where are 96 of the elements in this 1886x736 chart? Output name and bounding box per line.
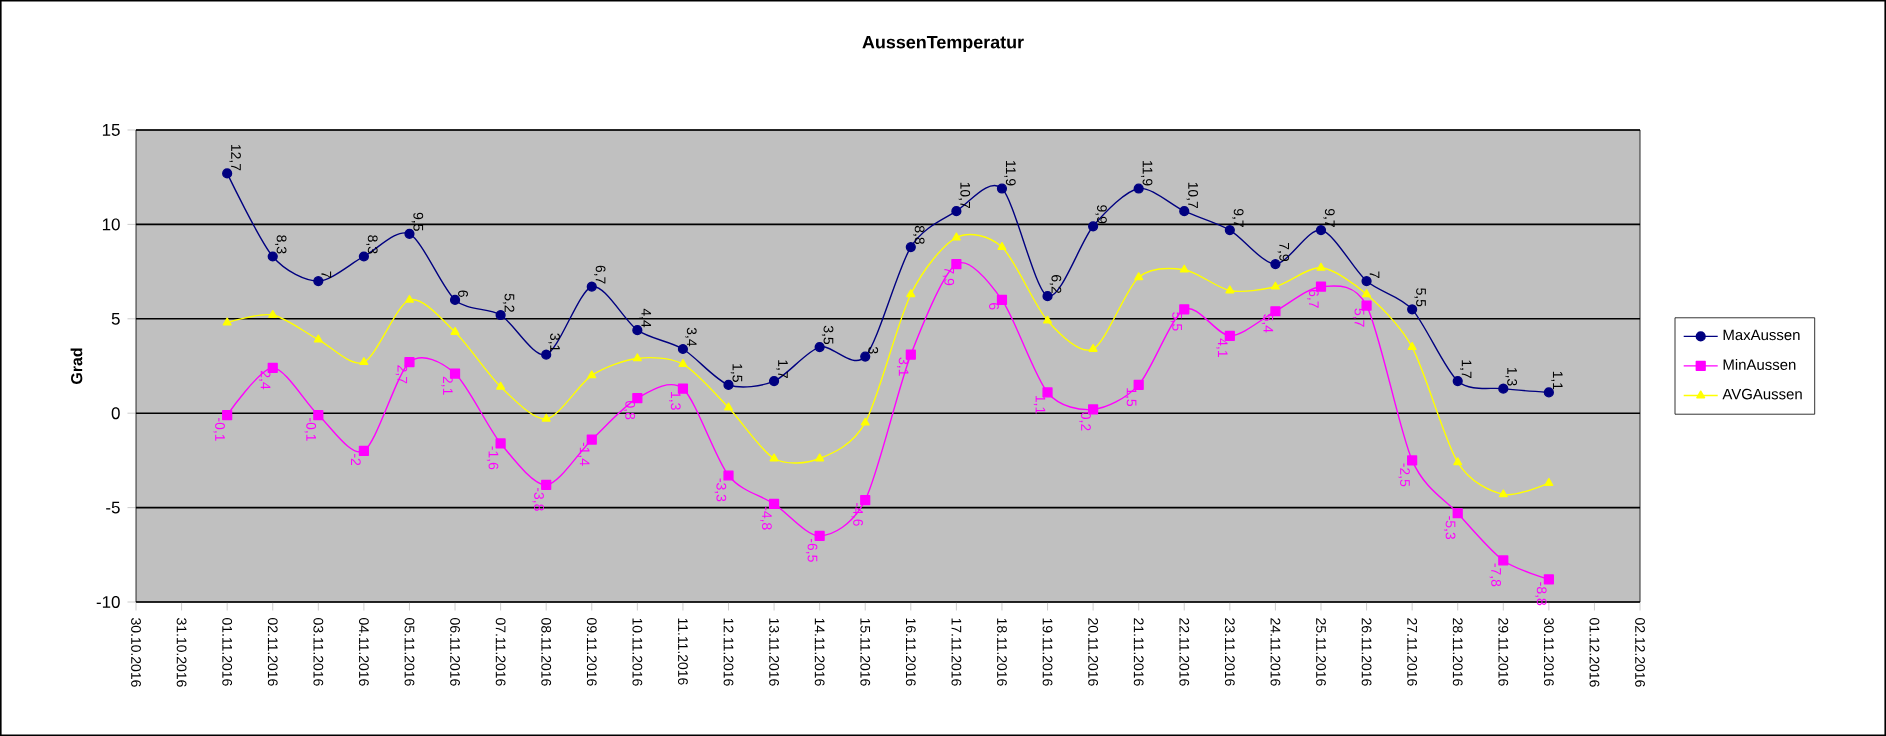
point <box>404 294 414 303</box>
y-tick-label: -10 <box>96 596 120 608</box>
point <box>1270 306 1281 317</box>
point <box>495 309 506 321</box>
point <box>1407 455 1418 466</box>
point <box>1088 343 1098 352</box>
point <box>222 409 233 421</box>
y-tick-label: -5 <box>106 501 120 514</box>
point <box>1453 457 1463 466</box>
point <box>632 393 643 404</box>
point <box>1452 508 1463 519</box>
point <box>1224 224 1235 236</box>
point <box>951 206 962 217</box>
point <box>723 470 734 481</box>
point <box>1179 206 1190 217</box>
point <box>768 376 780 387</box>
point <box>541 413 551 422</box>
point <box>906 289 916 298</box>
point <box>313 409 324 421</box>
point <box>1452 376 1463 387</box>
point <box>860 494 871 506</box>
point <box>1498 383 1509 394</box>
point <box>586 434 597 445</box>
point <box>1042 291 1053 302</box>
chart-title: AussenTemperatur <box>862 35 1024 53</box>
y-tick-label: 5 <box>111 312 120 325</box>
point <box>222 168 233 179</box>
point <box>951 232 961 241</box>
point <box>1042 387 1053 398</box>
point <box>313 275 324 287</box>
point <box>1270 281 1280 290</box>
point <box>1225 285 1235 294</box>
point <box>359 357 369 366</box>
point <box>313 334 323 343</box>
point <box>267 362 278 373</box>
y-tick-label: 10 <box>102 218 120 231</box>
point <box>723 379 734 390</box>
point <box>1498 489 1508 498</box>
point <box>1316 262 1326 271</box>
point <box>587 370 597 379</box>
point <box>1179 304 1190 315</box>
y-tick-label: 0 <box>111 407 120 420</box>
point <box>1361 275 1372 287</box>
point <box>1315 224 1327 236</box>
point <box>495 438 506 449</box>
point <box>267 251 278 262</box>
point <box>996 294 1008 306</box>
point <box>860 417 870 426</box>
point <box>450 326 460 335</box>
point <box>1133 183 1144 194</box>
point <box>1224 330 1235 341</box>
point <box>1544 477 1554 486</box>
point <box>678 359 688 368</box>
point <box>496 381 506 390</box>
point <box>905 349 916 360</box>
point <box>860 351 871 362</box>
point <box>1362 289 1372 298</box>
point <box>1498 555 1509 566</box>
point <box>1088 221 1099 232</box>
point <box>1088 404 1099 415</box>
point <box>1543 387 1554 398</box>
point <box>814 530 825 542</box>
point <box>1315 281 1327 292</box>
point <box>815 453 825 462</box>
y-tick-label: 15 <box>102 124 120 136</box>
point <box>1179 264 1189 273</box>
point <box>404 357 415 368</box>
point <box>723 402 734 411</box>
point <box>768 498 780 509</box>
point <box>1270 258 1281 270</box>
point <box>769 453 779 462</box>
point <box>541 479 552 491</box>
point <box>449 294 461 306</box>
point <box>677 383 689 394</box>
point <box>1134 272 1144 281</box>
point <box>1133 379 1144 390</box>
point <box>358 251 369 262</box>
point <box>951 258 962 270</box>
point <box>1043 315 1053 324</box>
point <box>905 241 916 253</box>
point <box>814 342 825 353</box>
point <box>586 281 597 292</box>
point <box>1361 300 1372 311</box>
point <box>1407 304 1418 315</box>
point <box>404 228 415 239</box>
point <box>541 349 552 360</box>
point <box>222 317 232 326</box>
point <box>1407 342 1417 351</box>
point <box>632 325 643 336</box>
point <box>996 183 1008 194</box>
point <box>1543 574 1554 585</box>
point <box>449 368 461 379</box>
point <box>358 445 369 457</box>
point <box>997 241 1007 250</box>
point <box>632 353 642 362</box>
point <box>268 309 278 318</box>
